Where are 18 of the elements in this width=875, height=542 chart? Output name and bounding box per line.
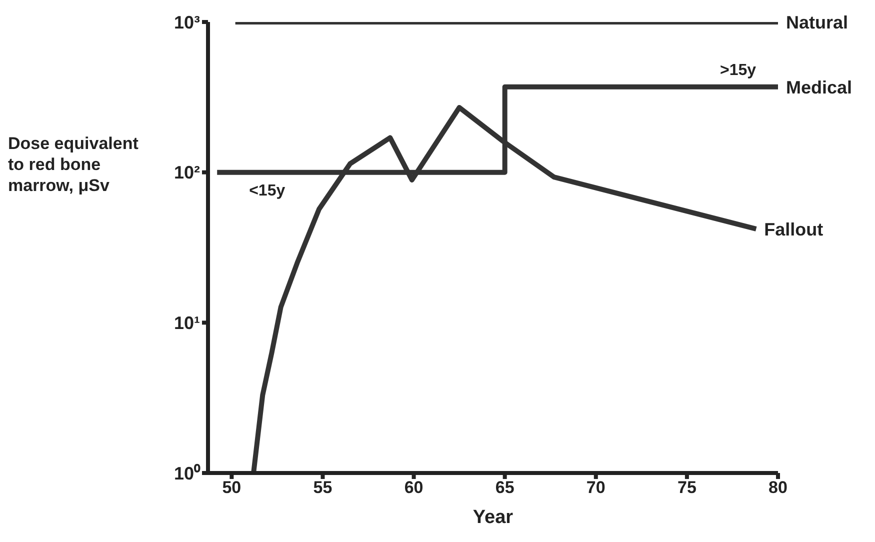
series-label: Fallout — [764, 219, 824, 240]
x-tick-label: 75 — [677, 478, 696, 498]
annotation: >15y — [720, 62, 756, 79]
x-tick-label: 55 — [313, 478, 332, 498]
x-tick-label: 50 — [222, 478, 242, 498]
y-axis-title: Dose equivalent to red bone marrow, μSv — [8, 133, 140, 196]
x-tick-label: 80 — [768, 478, 788, 498]
x-tick-label: 65 — [495, 478, 514, 498]
y-tick-label: 10² — [174, 162, 200, 183]
x-tick-label: 70 — [586, 478, 606, 498]
x-tick-label: 60 — [404, 478, 424, 498]
x-axis-title: Year — [472, 507, 514, 528]
series-label: Natural — [786, 12, 848, 32]
y-tick-label: 10³ — [174, 12, 200, 32]
y-tick-label: 10⁰ — [174, 463, 201, 484]
y-tick-label: 10¹ — [174, 313, 200, 334]
annotation: <15y — [249, 182, 286, 200]
series-label: Medical — [786, 77, 852, 98]
